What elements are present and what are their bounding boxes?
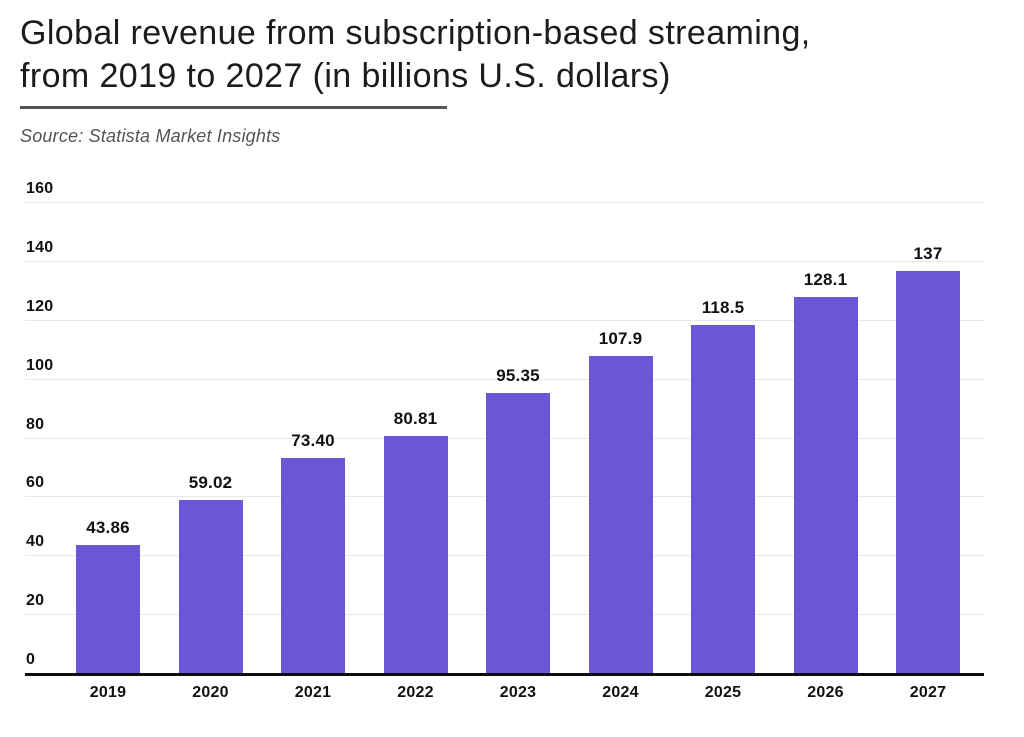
x-axis-tick-label-2022: 2022 xyxy=(397,684,434,701)
x-axis-tick-label-2027: 2027 xyxy=(909,684,947,701)
bar-2023[interactable] xyxy=(486,393,550,674)
bar-group-2023: 95.35 xyxy=(467,203,570,674)
bar-group-2020: 59.02 xyxy=(159,203,262,674)
bar-2020[interactable] xyxy=(178,500,243,674)
bar-value-label-2024: 107.9 xyxy=(598,329,643,349)
bar-value-label-2026: 128.1 xyxy=(803,269,848,289)
y-axis-tick-label-80: 80 xyxy=(26,415,45,433)
bar-group-2025: 118.5 xyxy=(672,203,775,674)
bar-2024[interactable] xyxy=(588,356,653,674)
y-axis-tick-label-120: 120 xyxy=(26,297,54,315)
x-axis-tick-label-2026: 2026 xyxy=(807,684,844,701)
bar-chart-plot-area: 0 20 40 60 80 100 120 140 160 43.86 59.02 73.40 80.… xyxy=(25,180,984,701)
bar-2019[interactable] xyxy=(76,544,140,674)
gridline-y-100 xyxy=(25,378,984,380)
bar-2021[interactable] xyxy=(281,457,345,674)
x-axis-tick-label-2021: 2021 xyxy=(294,684,332,701)
title-underline-divider xyxy=(20,106,447,109)
bar-value-label-2025: 118.5 xyxy=(701,298,745,318)
y-axis-tick-label-0: 0 xyxy=(26,651,36,668)
bar-group-2022: 80.81 xyxy=(364,203,467,674)
y-axis-tick-label-60: 60 xyxy=(26,474,45,492)
bar-value-label-2027: 137 xyxy=(913,243,943,263)
x-axis-tick-label-2020: 2020 xyxy=(192,684,229,701)
chart-title-line-2: from 2019 to 2027 (in billions U.S. doll… xyxy=(20,57,671,95)
bar-group-2027: 137 xyxy=(877,203,980,674)
gridline-y-160 xyxy=(25,202,984,203)
bar-2025[interactable] xyxy=(691,325,755,674)
bar-value-label-2021: 73.40 xyxy=(291,430,335,450)
bar-value-label-2023: 95.35 xyxy=(496,366,540,386)
bar-group-2021: 73.40 xyxy=(262,203,365,674)
bar-2026[interactable] xyxy=(793,296,858,674)
x-axis-tick-label-2019: 2019 xyxy=(89,684,127,701)
x-axis-tick-label-2023: 2023 xyxy=(499,684,537,701)
x-axis-tick-label-2025: 2025 xyxy=(704,684,742,701)
bar-2027[interactable] xyxy=(896,270,960,674)
bar-group-2026: 128.1 xyxy=(774,203,877,674)
y-axis-tick-label-140: 140 xyxy=(26,238,54,256)
bar-value-label-2022: 80.81 xyxy=(393,409,438,429)
chart-title: Global revenue from subscription-based s… xyxy=(20,12,811,98)
x-axis-tick-label-2024: 2024 xyxy=(602,684,639,701)
gridline-y-140 xyxy=(25,260,984,262)
bar-value-label-2020: 59.02 xyxy=(188,473,233,493)
chart-title-line-1: Global revenue from subscription-based s… xyxy=(20,14,811,52)
source-attribution: Source: Statista Market Insights xyxy=(20,126,281,146)
y-axis-tick-label-40: 40 xyxy=(26,533,45,551)
gridline-y-120 xyxy=(25,319,984,321)
bar-group-2024: 107.9 xyxy=(569,203,672,674)
bar-group-2019: 43.86 xyxy=(57,203,160,674)
y-axis-tick-label-20: 20 xyxy=(26,592,45,610)
x-axis-baseline xyxy=(25,673,984,676)
y-axis-tick-label-100: 100 xyxy=(26,356,54,374)
bar-value-label-2019: 43.86 xyxy=(86,517,130,537)
bar-2022[interactable] xyxy=(383,436,448,674)
y-axis-tick-label-160: 160 xyxy=(26,180,54,197)
